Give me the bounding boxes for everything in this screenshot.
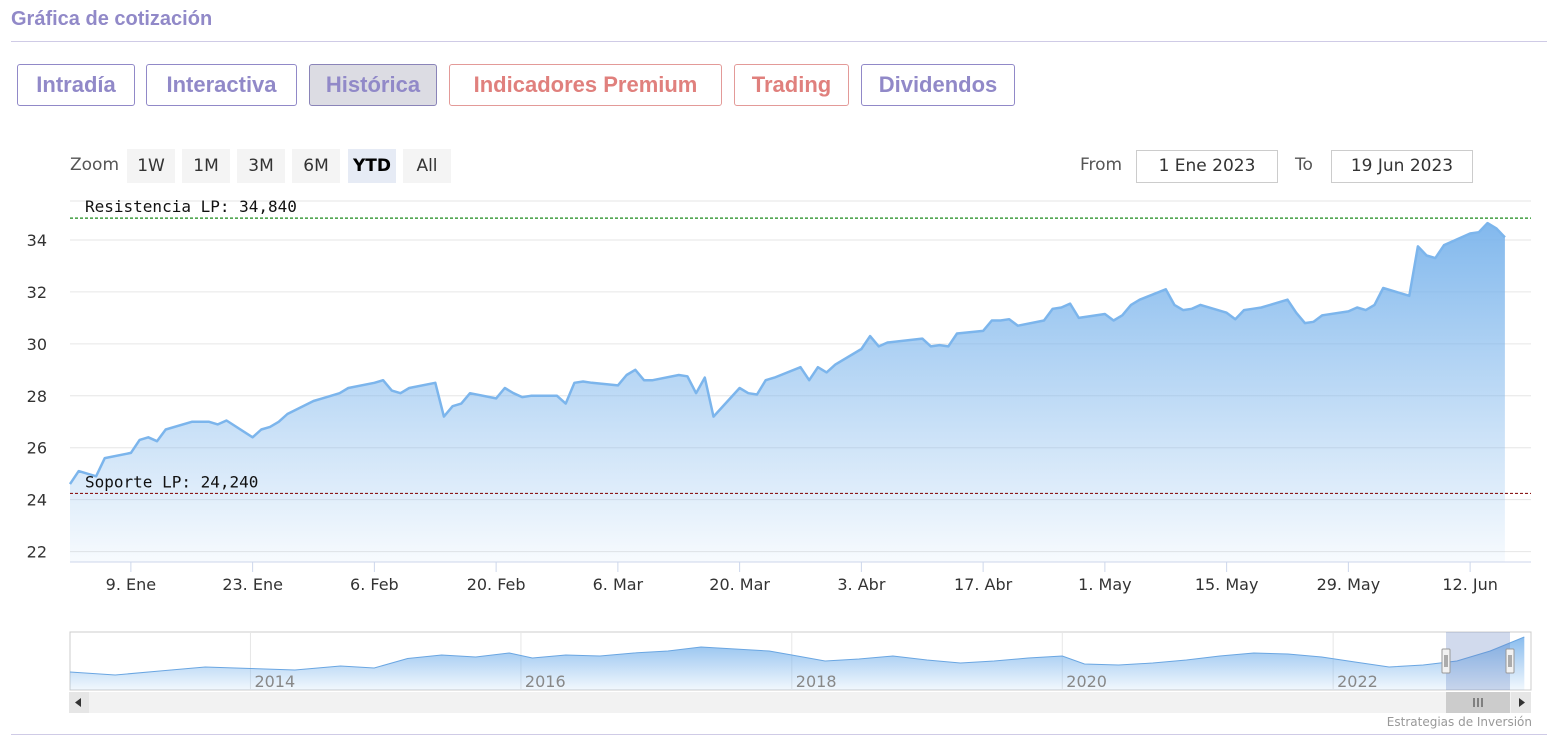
x-tick-label: 17. Abr [954, 575, 1013, 594]
arrow-left-icon [75, 698, 81, 707]
zoom-label: Zoom [70, 155, 120, 175]
x-tick-label: 1. May [1078, 575, 1131, 594]
y-tick-label: 30 [27, 335, 47, 354]
navigator-year-label: 2016 [525, 672, 566, 691]
tab-intradia[interactable]: Intradía [17, 64, 135, 106]
x-tick-label: 20. Mar [709, 575, 770, 594]
navigator-line [69, 636, 1525, 676]
y-tick-label: 34 [27, 231, 47, 250]
navigator-area [70, 637, 1525, 690]
x-tick-label: 9. Ene [106, 575, 156, 594]
to-date-input[interactable]: 19 Jun 2023 [1331, 150, 1473, 183]
x-tick-label: 29. May [1317, 575, 1381, 594]
x-tick-label: 15. May [1195, 575, 1259, 594]
zoom-1m-button[interactable]: 1M [182, 149, 230, 183]
scrollbar-track[interactable] [69, 692, 1531, 713]
title-divider [11, 41, 1547, 42]
resistance-label: Resistencia LP: 34,840 [85, 197, 297, 216]
tab-indicadores-premium[interactable]: Indicadores Premium [449, 64, 722, 106]
zoom-3m-button[interactable]: 3M [237, 149, 285, 183]
x-tick-label: 6. Mar [593, 575, 644, 594]
from-date-input[interactable]: 1 Ene 2023 [1136, 150, 1278, 183]
y-tick-label: 28 [27, 387, 47, 406]
x-tick-label: 20. Feb [467, 575, 526, 594]
navigator-year-label: 2014 [254, 672, 295, 691]
support-label: Soporte LP: 24,240 [85, 472, 258, 491]
navigator-right-handle[interactable] [1505, 648, 1515, 674]
x-tick-label: 6. Feb [350, 575, 399, 594]
navigator-selection[interactable] [1446, 632, 1510, 690]
tab-dividendos[interactable]: Dividendos [861, 64, 1015, 106]
zoom-6m-button[interactable]: 6M [292, 149, 340, 183]
from-label: From [1080, 155, 1123, 175]
tab-historica[interactable]: Histórica [309, 64, 437, 106]
x-tick-label: 12. Jun [1442, 575, 1498, 594]
y-tick-label: 22 [27, 543, 47, 562]
page-title: Gráfica de cotización [11, 8, 213, 30]
tab-interactiva[interactable]: Interactiva [146, 64, 297, 106]
series-area [70, 223, 1505, 562]
zoom-all-button[interactable]: All [403, 149, 451, 183]
navigator-year-label: 2020 [1066, 672, 1107, 691]
navigator-year-label: 2022 [1337, 672, 1378, 691]
arrow-right-icon [1519, 698, 1525, 707]
zoom-1w-button[interactable]: 1W [127, 149, 175, 183]
series-line [68, 221, 1506, 485]
y-tick-label: 32 [27, 283, 47, 302]
bottom-divider [11, 734, 1547, 735]
x-tick-label: 23. Ene [222, 575, 283, 594]
chart-credit[interactable]: Estrategias de Inversión [1386, 715, 1532, 729]
x-tick-label: 3. Abr [837, 575, 885, 594]
tab-trading[interactable]: Trading [734, 64, 849, 106]
y-tick-label: 24 [27, 491, 47, 510]
zoom-ytd-button[interactable]: YTD [348, 149, 396, 183]
navigator-left-handle[interactable] [1441, 648, 1451, 674]
navigator-year-label: 2018 [796, 672, 837, 691]
to-label: To [1295, 155, 1313, 175]
y-tick-label: 26 [27, 439, 47, 458]
